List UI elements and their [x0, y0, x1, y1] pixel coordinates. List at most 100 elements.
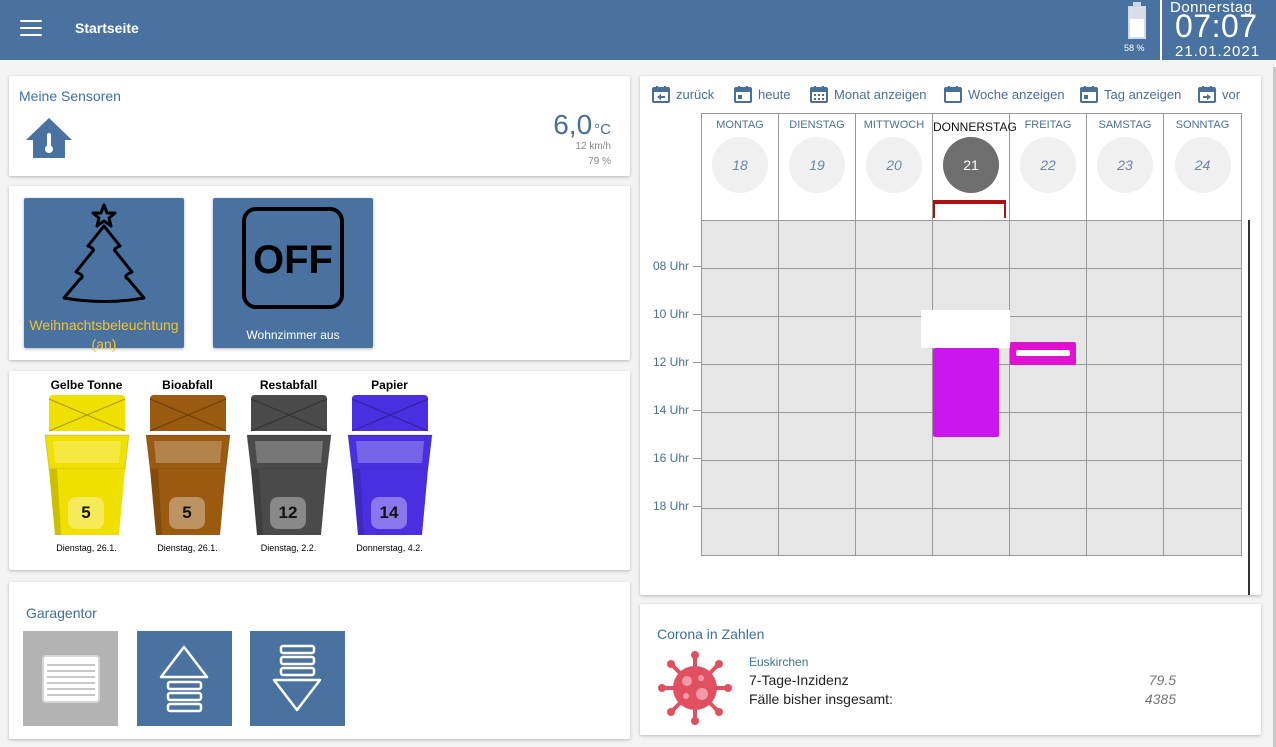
day-header[interactable]: SAMSTAG 23: [1087, 114, 1164, 220]
day-number: 23: [1097, 137, 1153, 193]
corona-card: Corona in Zahlen Euskirchen 7-Tage-Inzid…: [640, 604, 1261, 735]
garage-close-button[interactable]: [250, 631, 345, 726]
days-until-pickup: 5: [68, 497, 104, 529]
calendar-next-icon: [1198, 86, 1216, 103]
bin-name: Restabfall: [259, 378, 318, 392]
off-icon: OFF: [242, 207, 344, 309]
calendar-month-button[interactable]: Monat anzeigen: [810, 85, 927, 103]
house-thermometer-icon: [26, 118, 72, 158]
calendar-card: zurück heute Monat anzeigen Woche anzeig…: [640, 76, 1261, 595]
humidity: 79 %: [588, 156, 611, 167]
top-app-bar: Startseite 58 % Donnerstag 07:07 21.01.2…: [0, 0, 1276, 60]
trash-bin-icon: [246, 395, 332, 535]
wind-speed: 12 km/h: [575, 141, 611, 152]
trash-bin-icon: [44, 395, 130, 535]
incidence-label: 7-Tage-Inzidenz: [749, 672, 849, 688]
calendar-next-button[interactable]: vor: [1198, 85, 1240, 103]
week-grid-body[interactable]: [702, 220, 1241, 555]
total-cases-value: 4385: [1144, 691, 1176, 707]
grid-column-line: [1163, 221, 1164, 555]
corona-title: Corona in Zahlen: [657, 626, 765, 642]
day-header[interactable]: FREITAG 22: [1010, 114, 1087, 220]
page-title: Startseite: [75, 20, 139, 36]
day-name: MITTWOCH: [863, 119, 925, 131]
hour-tick: [693, 458, 701, 459]
trash-bin-icon: [347, 395, 433, 535]
grid-column-line: [778, 221, 779, 555]
hamburger-menu-icon[interactable]: [20, 20, 42, 38]
grid-column-line: [855, 221, 856, 555]
living-room-off-label: Wohnzimmer aus: [246, 328, 340, 342]
bin-name: Gelbe Tonne: [50, 378, 123, 392]
day-name: DONNERSTAG: [933, 120, 1017, 134]
bin-name: Bioabfall: [162, 378, 213, 392]
living-room-off-button[interactable]: OFF Wohnzimmer aus: [213, 198, 373, 348]
calendar-back-button[interactable]: zurück: [652, 85, 714, 103]
garage-door-icon: [42, 655, 100, 703]
garage-card: Garagentor: [9, 582, 630, 739]
garage-open-button[interactable]: [137, 631, 232, 726]
day-header[interactable]: DIENSTAG 19: [779, 114, 856, 220]
day-number: 24: [1174, 137, 1231, 193]
sensors-title: Meine Sensoren: [19, 88, 121, 104]
garage-door-status-button[interactable]: [23, 631, 118, 726]
day-header[interactable]: MITTWOCH 20: [856, 114, 933, 220]
calendar-event[interactable]: [1010, 342, 1076, 365]
calendar-toolbar: zurück heute Monat anzeigen Woche anzeig…: [640, 76, 1261, 112]
hour-label: 08 Uhr: [653, 259, 690, 273]
calendar-month-icon: [810, 86, 828, 103]
hour-tick: [693, 266, 701, 267]
total-cases-label: Fälle bisher insgesamt:: [749, 691, 893, 707]
calendar-back-icon: [652, 86, 670, 103]
hour-label: 14 Uhr: [653, 403, 690, 417]
hour-label: 18 Uhr: [653, 499, 690, 513]
calendar-scrollbar[interactable]: [1248, 220, 1250, 595]
days-until-pickup: 12: [270, 497, 306, 529]
page-scrollbar[interactable]: [1273, 67, 1276, 747]
pickup-date: Dienstag, 2.2.: [260, 543, 317, 553]
day-name: MONTAG: [716, 119, 764, 131]
hour-label: 10 Uhr: [653, 307, 690, 321]
calendar-today-icon: [734, 86, 752, 103]
day-header[interactable]: DONNERSTAG 21: [933, 114, 1017, 220]
hour-label: 16 Uhr: [653, 451, 690, 465]
days-until-pickup: 5: [169, 497, 205, 529]
arrow-down-icon: [272, 644, 322, 712]
day-number: 19: [789, 137, 845, 193]
today-indicator: [933, 200, 1006, 218]
day-number: 22: [1020, 137, 1076, 193]
calendar-today-button[interactable]: heute: [734, 85, 791, 103]
bin-name: Papier: [371, 378, 408, 392]
christmas-tree-icon: [62, 203, 146, 303]
day-name: DIENSTAG: [789, 119, 845, 131]
hour-tick: [693, 410, 701, 411]
trash-bin-icon: [145, 395, 231, 535]
day-header[interactable]: SONNTAG 24: [1164, 114, 1241, 220]
calendar-event[interactable]: [933, 348, 999, 437]
calendar-week-button[interactable]: Woche anzeigen: [944, 85, 1065, 103]
grid-row-line: [702, 268, 1241, 269]
grid-row-line: [702, 508, 1241, 509]
christmas-lights-button[interactable]: Weihnachtsbeleuchtung (an): [24, 198, 184, 352]
clock-date: 21.01.2021: [1175, 43, 1261, 60]
day-number: 21: [943, 137, 999, 193]
pickup-date: Donnerstag, 4.2.: [356, 543, 423, 553]
clock-divider: [1160, 0, 1162, 60]
clock-time: 07:07: [1175, 8, 1258, 44]
calendar-event-header[interactable]: [921, 310, 1010, 348]
pickup-date: Dienstag, 26.1.: [56, 543, 117, 553]
hour-tick: [693, 362, 701, 363]
grid-column-line: [1009, 221, 1010, 555]
days-until-pickup: 14: [371, 497, 407, 529]
day-header[interactable]: MONTAG 18: [702, 114, 779, 220]
waste-collection-card: Gelbe Tonne 5 Dienstag, 26.1. Bioabfall 5 Die…: [9, 371, 630, 570]
svg-text:OFF: OFF: [253, 238, 333, 282]
day-name: FREITAG: [1024, 119, 1072, 131]
week-grid: MONTAG 18 DIENSTAG 19 MITTWOCH 20 DONNERSTAG 21…: [701, 113, 1242, 556]
day-name: SONNTAG: [1175, 119, 1230, 131]
calendar-day-button[interactable]: Tag anzeigen: [1080, 85, 1181, 103]
temperature-value: 6,0 °C: [553, 109, 611, 140]
grid-column-line: [932, 221, 933, 555]
arrow-up-icon: [159, 645, 209, 713]
grid-row-line: [702, 460, 1241, 461]
